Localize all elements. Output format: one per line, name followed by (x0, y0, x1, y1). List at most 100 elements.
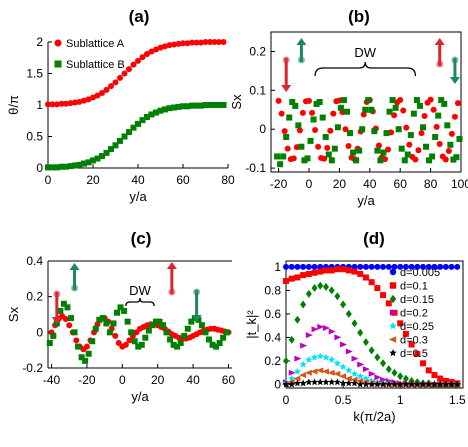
spin-arrow-up-base (168, 288, 176, 296)
legend-marker (389, 282, 397, 289)
data-point (333, 359, 341, 367)
data-point (153, 46, 159, 53)
data-point (415, 147, 422, 154)
y-tick-label: 1 (36, 98, 43, 112)
data-point (72, 99, 78, 106)
data-point (362, 263, 369, 270)
data-point (339, 363, 347, 370)
data-point (345, 142, 352, 149)
data-point (175, 103, 182, 110)
data-point (331, 145, 338, 152)
x-axis-label: k(π/2a) (353, 409, 395, 424)
x-tick-label: -20 (78, 373, 96, 387)
data-point (166, 42, 173, 49)
spin-arrow-up (434, 38, 445, 68)
domain-wall-annotation: DW (51, 262, 202, 324)
data-point (362, 274, 369, 281)
data-point (345, 379, 353, 387)
data-point (388, 129, 395, 136)
data-point (351, 263, 358, 270)
data-point (427, 96, 434, 103)
data-point (57, 307, 64, 314)
spin-arrow-up (166, 262, 177, 296)
data-point (144, 113, 150, 120)
data-point (324, 144, 331, 151)
data-point (389, 97, 396, 104)
data-point (357, 328, 364, 337)
y-tick-label: 0 (259, 122, 266, 136)
panel-c: (c) -40 -20 0 20 40 60 -0.2 0 0.2 0.4 y/a Sx DW (6, 229, 235, 404)
data-point (321, 368, 329, 375)
y-tick-label: 0 (36, 161, 43, 175)
data-point (371, 128, 378, 135)
data-point (316, 367, 324, 374)
panel-title: (d) (363, 229, 385, 248)
x-axis-label: y/a (129, 189, 147, 204)
data-point (220, 39, 227, 45)
data-point (71, 329, 78, 336)
y-tick-label: -0.2 (22, 361, 43, 375)
data-point (433, 123, 440, 130)
data-point (148, 48, 155, 55)
data-point (99, 90, 105, 97)
x-tick-label: 80 (424, 177, 438, 191)
data-point (334, 334, 342, 341)
data-point (170, 341, 177, 348)
data-point (402, 380, 410, 388)
panel-b: (b) -20 0 20 40 60 80 100 -0.1 0 0.1 0.2 y/a Sx DW (229, 7, 468, 208)
x-tick-label: 0 (119, 373, 126, 387)
data-point (383, 130, 390, 137)
y-tick-label: 0.2 (249, 44, 266, 58)
data-point (322, 134, 329, 140)
spin-arrow-down (51, 290, 62, 324)
data-point (82, 357, 89, 364)
data-point (426, 157, 433, 164)
data-point (360, 111, 367, 118)
data-point (441, 100, 448, 107)
y-axis-label: θ/π (6, 95, 21, 115)
data-point (138, 341, 145, 348)
data-point (368, 106, 375, 113)
data-point (128, 329, 135, 336)
data-point (67, 163, 74, 170)
data-point (397, 320, 404, 327)
data-point (432, 134, 439, 140)
data-point (304, 155, 311, 162)
data-point (333, 370, 341, 377)
data-point (344, 375, 352, 382)
legend-label: d=0.15 (400, 294, 434, 306)
data-point (340, 300, 347, 309)
data-point (290, 155, 297, 162)
legend-marker (389, 294, 397, 304)
data-point (66, 322, 73, 329)
domain-wall-annotation: DW (281, 38, 460, 92)
data-point (117, 304, 124, 311)
data-point (438, 97, 445, 104)
data-point (121, 133, 128, 140)
data-point (193, 39, 200, 46)
data-point (368, 263, 375, 270)
data-point (425, 367, 432, 374)
data-point (310, 116, 317, 123)
data-point (216, 340, 223, 347)
data-point (299, 109, 306, 116)
data-point (385, 300, 392, 307)
data-point (198, 102, 204, 109)
data-point (350, 379, 359, 387)
data-point (340, 341, 348, 348)
data-point (406, 141, 413, 148)
series-d-0-5 (282, 378, 461, 388)
x-tick-label: 40 (363, 177, 377, 191)
data-point (293, 375, 301, 382)
data-point (49, 101, 56, 108)
data-point (92, 325, 99, 332)
data-point (49, 164, 56, 171)
x-tick-label: 0.5 (335, 393, 352, 407)
spin-arrow-down (191, 288, 202, 322)
series-d-0-1 (283, 266, 461, 387)
y-tick-label: 0.8 (264, 283, 281, 297)
y-tick-label: 0.4 (26, 254, 43, 268)
y-tick-label: 2 (36, 35, 43, 49)
data-point (288, 275, 295, 282)
data-point (350, 149, 357, 156)
